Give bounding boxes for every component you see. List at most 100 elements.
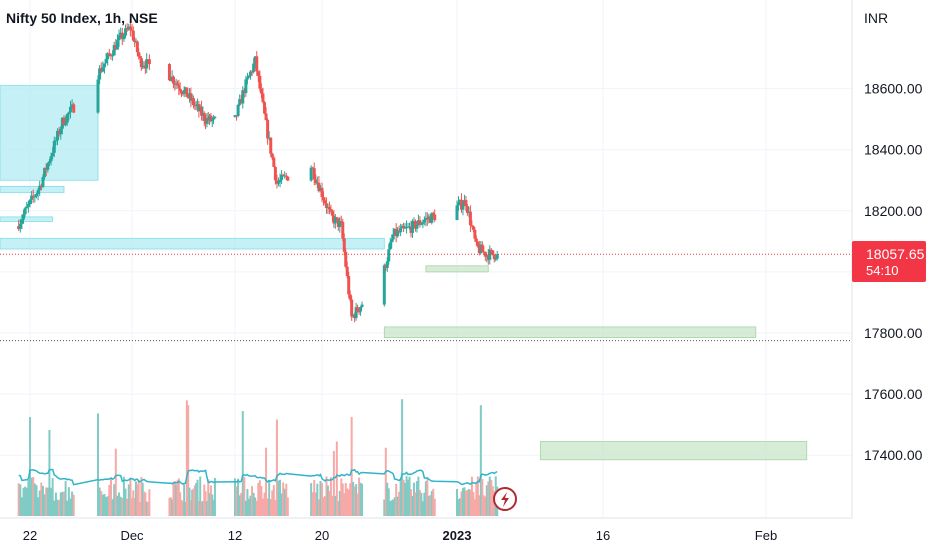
candle-body — [483, 251, 487, 257]
candle-body — [281, 174, 285, 176]
volume-bar — [396, 496, 399, 516]
candle-body — [43, 167, 47, 178]
candle-body — [98, 68, 102, 80]
volume-bar — [418, 490, 421, 516]
zone-box-green — [540, 441, 808, 461]
volume-bar — [199, 476, 202, 516]
volume-bar — [274, 499, 277, 516]
volume-bar — [119, 496, 122, 516]
volume-bar — [433, 498, 436, 516]
volume-bar — [177, 478, 180, 516]
volume-bar — [116, 495, 119, 516]
candle-body — [465, 206, 469, 213]
volume-bar — [207, 479, 210, 516]
candle-body — [171, 76, 175, 84]
volume-bar — [456, 489, 458, 516]
volume-bar — [310, 483, 313, 516]
candle-body — [403, 227, 407, 229]
replay-button[interactable] — [493, 487, 517, 511]
candle-body — [135, 41, 139, 53]
candle-body — [205, 117, 209, 124]
volume-bar — [35, 485, 38, 516]
volume-bar — [46, 487, 49, 516]
volume-bar — [384, 447, 387, 516]
candle-body — [145, 59, 149, 69]
volume-bar — [338, 491, 341, 516]
candle-body — [456, 202, 460, 206]
x-tick-label: 20 — [315, 528, 329, 543]
candle-body — [359, 306, 363, 312]
volume-bar — [417, 476, 420, 516]
volume-bar — [135, 481, 138, 516]
zone-box-cyan — [0, 216, 54, 222]
x-tick-label: 12 — [228, 528, 242, 543]
volume-bar — [430, 491, 433, 516]
candle-body — [348, 294, 352, 300]
volume-bar — [283, 488, 286, 516]
volume-bar — [335, 441, 338, 516]
candle-body — [321, 197, 325, 201]
volume-bar — [37, 497, 40, 516]
candle-body — [17, 226, 21, 230]
candle-body — [470, 225, 474, 227]
candle-body — [273, 166, 277, 181]
candle-body — [127, 26, 131, 30]
volume-bar — [41, 486, 44, 516]
volume-bar — [478, 495, 481, 516]
volume-bar — [113, 484, 116, 516]
candle-body — [338, 221, 342, 227]
zone-box-green — [383, 326, 757, 338]
candle-body — [275, 180, 279, 184]
volume-bar — [64, 481, 67, 516]
volume-bar — [193, 485, 196, 516]
volume-bar — [386, 482, 389, 516]
volume-bar — [67, 487, 70, 516]
volume-bar — [71, 491, 74, 516]
volume-bar — [201, 500, 204, 516]
volume-bar — [171, 499, 174, 516]
candle-body — [413, 220, 417, 229]
volume-bar — [398, 491, 401, 516]
candle-body — [96, 79, 100, 113]
volume-bar — [358, 477, 361, 516]
volume-bar — [484, 496, 487, 516]
volume-bar — [131, 498, 133, 516]
candle-body — [341, 221, 345, 239]
volume-bar — [66, 500, 69, 516]
volume-bar — [139, 501, 142, 516]
volume-bar — [180, 499, 183, 516]
volume-bar — [30, 477, 33, 516]
volume-bar — [132, 490, 135, 516]
currency-label[interactable]: INR — [864, 10, 888, 26]
volume-bar — [133, 498, 136, 516]
volume-bar — [59, 492, 62, 516]
candle-body — [491, 250, 495, 255]
last-price-badge: 18057.65 54:10 — [852, 241, 926, 282]
candle-body — [247, 75, 251, 78]
candle-body — [202, 112, 206, 121]
volume-bar — [27, 479, 30, 516]
volume-bar — [479, 405, 482, 516]
volume-bar — [196, 479, 199, 516]
candle-body — [476, 241, 480, 247]
candle-body — [266, 120, 270, 139]
volume-bar — [243, 477, 246, 516]
candle-body — [99, 68, 103, 72]
volume-bar — [404, 482, 407, 516]
volume-bar — [97, 413, 99, 516]
x-tick-label: 22 — [23, 528, 37, 543]
candle-body — [255, 56, 259, 72]
volume-bar — [410, 489, 413, 516]
candle-body — [480, 244, 484, 252]
candle-body — [39, 185, 43, 187]
price-lines — [0, 253, 852, 342]
volume-bar — [387, 488, 390, 516]
x-tick-label: 16 — [596, 528, 610, 543]
volume-bar — [19, 484, 22, 516]
volume-bar — [69, 498, 72, 516]
volume-bar — [20, 497, 23, 516]
candle-body — [36, 190, 40, 194]
candle-body — [244, 79, 248, 93]
